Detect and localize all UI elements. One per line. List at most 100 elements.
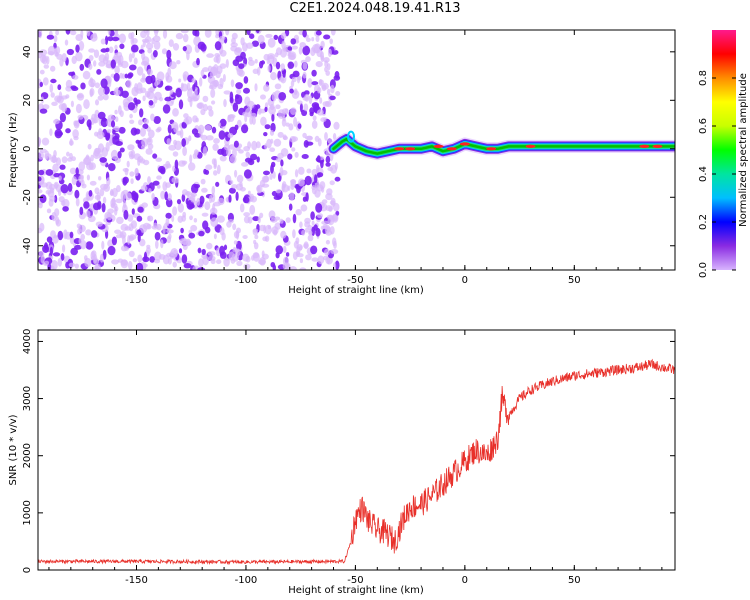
noise-speckle (131, 44, 139, 53)
noise-speckle (211, 185, 216, 195)
noise-speckle (234, 47, 242, 56)
noise-speckle (242, 235, 248, 239)
noise-speckle (68, 71, 75, 76)
noise-speckle (106, 212, 113, 221)
noise-speckle (263, 170, 270, 176)
noise-speckle (200, 178, 206, 185)
noise-speckle (254, 59, 258, 64)
noise-speckle (291, 147, 296, 152)
noise-speckle (129, 119, 135, 125)
noise-speckle (69, 167, 77, 175)
noise-speckle (106, 129, 112, 134)
noise-speckle (202, 146, 208, 156)
noise-speckle (281, 183, 285, 193)
noise-speckle (38, 176, 42, 182)
noise-speckle (320, 117, 327, 123)
noise-speckle (41, 137, 50, 146)
noise-speckle (42, 77, 49, 86)
noise-speckle (304, 221, 311, 228)
colorbar-tick-label: 0.8 (698, 70, 709, 86)
noise-speckle (139, 108, 144, 118)
noise-speckle (200, 108, 206, 116)
noise-speckle (116, 185, 121, 193)
noise-speckle (325, 193, 333, 201)
noise-speckle (100, 117, 109, 128)
noise-speckle (273, 229, 278, 236)
noise-speckle (259, 60, 264, 69)
noise-speckle (274, 52, 279, 58)
noise-speckle (58, 189, 62, 197)
noise-speckle (289, 88, 294, 94)
noise-speckle (275, 61, 281, 70)
snr-y-tick-label: 0 (22, 567, 33, 573)
noise-speckle (168, 144, 177, 151)
spectrogram-panel: -150 -100 -50 0 50 -40 -20 0 20 40 Height of str… (8, 29, 676, 296)
noise-speckle (100, 38, 106, 45)
noise-speckle (263, 84, 270, 92)
noise-speckle (327, 88, 331, 96)
noise-speckle (281, 118, 287, 127)
noise-speckle (131, 52, 135, 59)
noise-speckle (329, 95, 336, 101)
noise-speckle (325, 162, 331, 167)
noise-speckle (241, 124, 249, 134)
noise-speckle (97, 86, 105, 96)
spectrogram-y-tick-label: -40 (22, 238, 33, 254)
noise-speckle (162, 225, 166, 235)
noise-speckle (225, 59, 229, 68)
noise-speckle (311, 185, 317, 191)
noise-speckle (166, 49, 172, 60)
noise-speckle (153, 40, 161, 50)
noise-speckle (245, 151, 250, 158)
noise-speckle (234, 169, 238, 178)
noise-speckle (79, 206, 84, 216)
noise-speckle (308, 95, 313, 105)
noise-speckle (50, 156, 58, 163)
noise-speckle (96, 69, 102, 75)
noise-speckle (52, 252, 61, 257)
noise-speckle (327, 48, 332, 58)
noise-speckle (235, 191, 239, 201)
noise-speckle (235, 82, 243, 90)
noise-speckle (106, 177, 111, 186)
noise-speckle (166, 138, 171, 146)
noise-speckle (313, 224, 318, 231)
noise-speckle (134, 128, 141, 135)
noise-speckle (146, 223, 152, 230)
noise-speckle (78, 40, 85, 51)
noise-speckle (251, 40, 259, 47)
noise-speckle (39, 69, 45, 75)
noise-speckle (236, 119, 242, 128)
noise-speckle (114, 207, 118, 216)
noise-speckle (197, 41, 206, 50)
noise-speckle (90, 251, 96, 261)
noise-speckle (38, 30, 43, 39)
noise-speckle (55, 216, 60, 225)
noise-speckle (206, 242, 213, 250)
noise-speckle (207, 105, 213, 111)
noise-speckle (137, 233, 141, 243)
noise-speckle (271, 92, 277, 102)
noise-speckle (226, 148, 231, 157)
noise-speckle (138, 119, 143, 126)
noise-speckle (282, 69, 286, 78)
noise-speckle (94, 265, 100, 270)
signal-hotspot (652, 144, 663, 148)
noise-speckle (304, 175, 312, 186)
noise-speckle (139, 127, 146, 137)
noise-speckle (260, 94, 266, 100)
noise-speckle (250, 153, 258, 161)
noise-speckle (228, 194, 232, 203)
noise-speckle (315, 35, 320, 43)
noise-speckle (147, 143, 154, 150)
noise-speckle (141, 52, 146, 61)
noise-speckle (219, 49, 227, 57)
noise-speckle (304, 93, 310, 102)
noise-speckle (160, 239, 164, 249)
noise-speckle (118, 126, 126, 134)
noise-speckle (240, 37, 245, 46)
noise-speckle (258, 259, 266, 265)
noise-speckle (127, 73, 133, 79)
noise-speckle (307, 78, 313, 88)
noise-speckle (176, 130, 182, 136)
